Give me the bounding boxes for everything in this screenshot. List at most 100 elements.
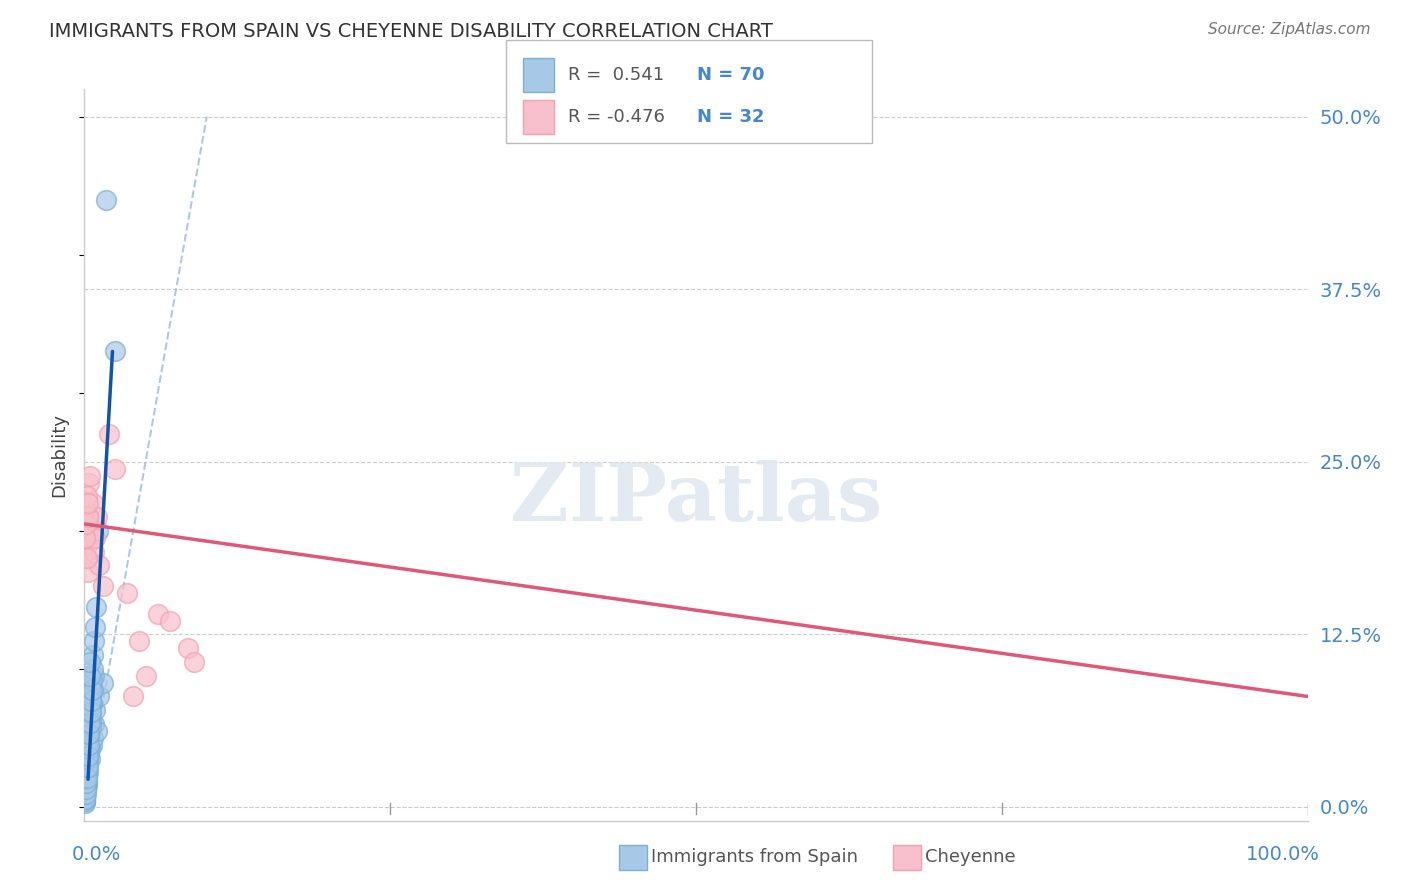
Point bbox=[91, 675, 114, 690]
Point bbox=[76, 760, 98, 774]
Point bbox=[79, 705, 101, 719]
Point bbox=[76, 771, 98, 785]
Point bbox=[77, 496, 100, 510]
Point bbox=[146, 607, 169, 621]
Point bbox=[75, 516, 97, 531]
Point bbox=[73, 793, 96, 807]
Point bbox=[87, 524, 110, 538]
Point bbox=[80, 690, 103, 704]
Point bbox=[75, 776, 97, 790]
Point bbox=[75, 790, 97, 805]
Point bbox=[80, 682, 103, 697]
Text: Cheyenne: Cheyenne bbox=[925, 848, 1015, 866]
Point bbox=[79, 751, 101, 765]
Point bbox=[83, 634, 105, 648]
Point bbox=[76, 778, 98, 792]
Point bbox=[77, 566, 100, 580]
Point bbox=[75, 783, 97, 797]
Point bbox=[73, 786, 96, 800]
Point bbox=[79, 715, 101, 730]
Point bbox=[80, 714, 103, 729]
Point bbox=[87, 558, 110, 573]
Point bbox=[77, 475, 100, 490]
Text: IMMIGRANTS FROM SPAIN VS CHEYENNE DISABILITY CORRELATION CHART: IMMIGRANTS FROM SPAIN VS CHEYENNE DISABI… bbox=[49, 22, 773, 41]
Point bbox=[77, 745, 100, 759]
Point bbox=[135, 669, 157, 683]
Point bbox=[75, 791, 97, 805]
Point bbox=[77, 723, 100, 738]
Point bbox=[76, 769, 98, 783]
Point bbox=[79, 669, 101, 683]
Point bbox=[73, 796, 96, 810]
Point bbox=[83, 717, 105, 731]
Point bbox=[84, 599, 107, 614]
Point bbox=[73, 503, 96, 517]
Text: 100.0%: 100.0% bbox=[1246, 846, 1320, 864]
Point bbox=[87, 690, 110, 704]
Point bbox=[76, 758, 98, 772]
Point bbox=[183, 655, 205, 669]
Point bbox=[86, 510, 108, 524]
Point bbox=[79, 706, 101, 720]
Point bbox=[76, 742, 98, 756]
Point bbox=[79, 727, 101, 741]
Point bbox=[83, 544, 105, 558]
Point bbox=[77, 747, 100, 762]
Point bbox=[75, 781, 97, 796]
Text: Immigrants from Spain: Immigrants from Spain bbox=[651, 848, 858, 866]
Point bbox=[76, 751, 98, 765]
Point bbox=[122, 690, 145, 704]
Point bbox=[80, 720, 103, 734]
Point bbox=[75, 551, 97, 566]
Point bbox=[159, 614, 181, 628]
Point bbox=[77, 748, 100, 763]
Point bbox=[76, 761, 98, 775]
Text: 0.0%: 0.0% bbox=[72, 846, 121, 864]
Point bbox=[76, 538, 98, 552]
Point bbox=[128, 634, 150, 648]
Text: R = -0.476: R = -0.476 bbox=[568, 108, 665, 126]
Point bbox=[84, 703, 107, 717]
Point bbox=[84, 531, 107, 545]
Point bbox=[104, 461, 127, 475]
Point bbox=[75, 785, 97, 799]
Point bbox=[91, 579, 114, 593]
Point bbox=[82, 682, 104, 697]
Point bbox=[80, 678, 103, 692]
Text: ZIPatlas: ZIPatlas bbox=[510, 459, 882, 538]
Point bbox=[79, 742, 101, 756]
Point bbox=[75, 788, 97, 802]
Point bbox=[82, 496, 104, 510]
Point bbox=[77, 765, 100, 780]
Point bbox=[79, 700, 101, 714]
Point bbox=[82, 731, 104, 745]
Point bbox=[75, 531, 97, 545]
Point bbox=[77, 733, 100, 747]
Point bbox=[104, 344, 127, 359]
Point bbox=[75, 772, 97, 787]
Text: Source: ZipAtlas.com: Source: ZipAtlas.com bbox=[1208, 22, 1371, 37]
Point bbox=[79, 468, 101, 483]
Point bbox=[75, 779, 97, 793]
Point bbox=[83, 669, 105, 683]
Point bbox=[77, 738, 100, 752]
Point bbox=[76, 496, 98, 510]
Point bbox=[86, 723, 108, 738]
Point bbox=[76, 551, 98, 566]
Point bbox=[75, 789, 97, 803]
Y-axis label: Disability: Disability bbox=[51, 413, 69, 497]
Text: N = 70: N = 70 bbox=[697, 66, 765, 84]
Point bbox=[75, 765, 97, 780]
Point bbox=[82, 662, 104, 676]
Point bbox=[75, 779, 97, 793]
Point bbox=[83, 620, 105, 634]
Point bbox=[76, 775, 98, 789]
Point bbox=[96, 193, 118, 207]
Point bbox=[77, 717, 100, 731]
Point bbox=[76, 510, 98, 524]
Point bbox=[75, 524, 97, 538]
Point bbox=[77, 723, 100, 738]
Point bbox=[97, 427, 120, 442]
Point bbox=[73, 794, 96, 808]
Point bbox=[115, 586, 138, 600]
